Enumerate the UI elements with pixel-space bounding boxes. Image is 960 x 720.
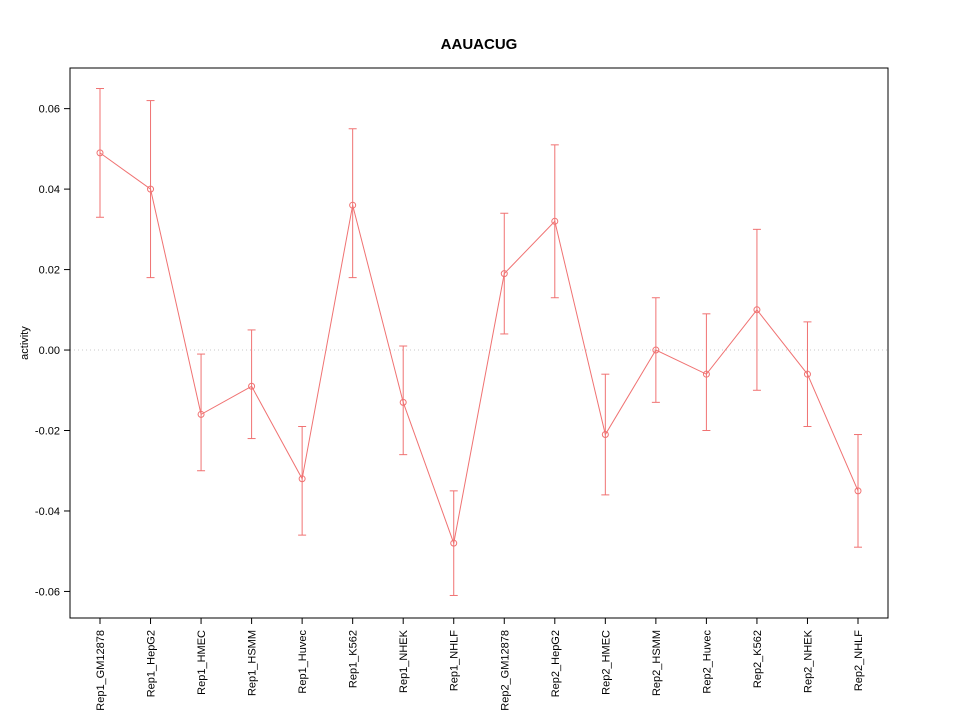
data-point — [298, 475, 306, 483]
x-tick-label: Rep1_HSMM — [247, 630, 259, 696]
y-tick-label: -0.06 — [35, 586, 60, 598]
plot-border — [69, 67, 889, 619]
x-tick-label: Rep1_HepG2 — [146, 630, 158, 697]
x-tick-label: Rep1_NHLF — [449, 630, 461, 691]
x-tick-label: Rep2_NHEK — [802, 629, 814, 693]
y-tick-label: -0.02 — [35, 426, 60, 438]
data-point — [702, 370, 710, 378]
y-tick-label: 0.02 — [39, 265, 60, 277]
x-tick-label: Rep1_GM12878 — [95, 630, 107, 711]
data-point — [551, 217, 559, 225]
x-tick-label: Rep1_Huvec — [297, 630, 309, 694]
data-point — [753, 306, 761, 314]
data-point — [147, 185, 155, 193]
data-point — [248, 382, 256, 390]
data-point — [96, 149, 104, 157]
x-tick-label: Rep2_HMEC — [600, 630, 612, 695]
x-tick-label: Rep1_NHEK — [398, 629, 410, 693]
data-point — [854, 487, 862, 495]
chart-title: AAUACUG — [440, 36, 518, 53]
data-point — [803, 370, 811, 378]
data-point — [601, 431, 609, 439]
data-point — [349, 201, 357, 209]
x-tick-label: Rep1_K562 — [348, 630, 360, 688]
y-tick-label: 0.06 — [39, 104, 60, 116]
x-tick-label: Rep2_Huvec — [701, 630, 713, 694]
data-point — [197, 410, 205, 418]
x-tick-label: Rep2_NHLF — [853, 630, 865, 691]
y-tick-label: 0.04 — [39, 184, 60, 196]
x-tick-label: Rep2_HSMM — [651, 630, 663, 696]
y-tick-label: -0.04 — [35, 506, 60, 518]
x-tick-label: Rep2_GM12878 — [499, 630, 511, 711]
data-point — [450, 539, 458, 547]
y-tick-label: 0.00 — [39, 345, 60, 357]
x-tick-label: Rep1_HMEC — [196, 630, 208, 695]
data-point — [399, 398, 407, 406]
x-tick-label: Rep2_HepG2 — [550, 630, 562, 697]
series-line — [99, 152, 859, 546]
x-tick-label: Rep2_K562 — [752, 630, 764, 688]
y-axis-label: activity — [19, 326, 31, 360]
data-point — [652, 346, 660, 354]
data-point — [500, 270, 508, 278]
